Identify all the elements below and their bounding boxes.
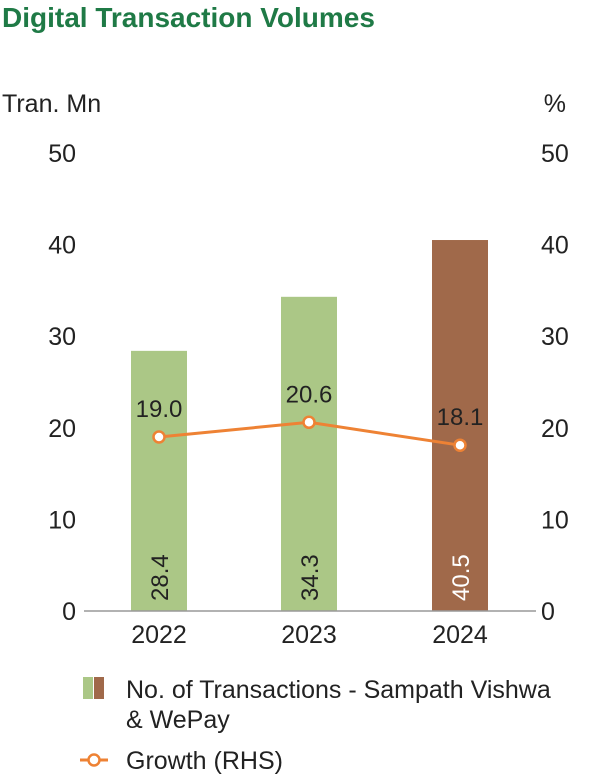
y2-tick-label: 30 xyxy=(541,323,569,351)
bar xyxy=(432,240,488,611)
legend-label-bars-line2: & WePay xyxy=(126,706,230,734)
y2-tick-label: 40 xyxy=(541,232,569,260)
bar-value-label: 40.5 xyxy=(448,554,475,601)
legend-label-growth: Growth (RHS) xyxy=(126,747,283,775)
y2-axis-label: % xyxy=(544,90,566,118)
y2-tick-label: 10 xyxy=(541,506,569,534)
y-tick-label: 50 xyxy=(48,140,76,168)
legend: No. of Transactions - Sampath Vishwa& We… xyxy=(80,676,551,775)
line-series: 19.0 20.6 18.1 xyxy=(136,381,484,452)
legend-swatch-green xyxy=(83,677,93,699)
y-axis-label: Tran. Mn xyxy=(2,90,101,118)
y2-axis-ticks: 0 10 20 30 40 50 xyxy=(541,140,569,626)
growth-value-label: 20.6 xyxy=(286,381,333,408)
y2-tick-label: 50 xyxy=(541,140,569,168)
x-tick-label: 2022 xyxy=(131,621,187,649)
x-tick-label: 2024 xyxy=(432,621,488,649)
y-tick-label: 10 xyxy=(48,506,76,534)
bar-value-label: 28.4 xyxy=(147,554,174,601)
legend-swatch-brown xyxy=(94,677,104,699)
bar-series: 28.4 34.3 40.5 xyxy=(131,240,488,611)
y-tick-label: 0 xyxy=(62,598,76,626)
bar xyxy=(131,350,187,611)
y-tick-label: 40 xyxy=(48,232,76,260)
growth-value-label: 18.1 xyxy=(437,404,484,431)
y2-tick-label: 0 xyxy=(541,598,555,626)
growth-point xyxy=(302,415,316,430)
growth-value-label: 19.0 xyxy=(136,396,183,423)
y-tick-label: 30 xyxy=(48,323,76,351)
y-tick-label: 20 xyxy=(48,415,76,443)
legend-label-bars: No. of Transactions - Sampath Vishwa xyxy=(126,676,551,704)
chart-title: Digital Transaction Volumes xyxy=(2,2,375,33)
x-axis-ticks: 2022 2023 2024 xyxy=(131,621,488,649)
x-tick-label: 2023 xyxy=(281,621,337,649)
y-axis-ticks: 0 10 20 30 40 50 xyxy=(48,140,76,626)
growth-point xyxy=(152,430,166,444)
bar xyxy=(281,296,337,611)
y2-tick-label: 20 xyxy=(541,415,569,443)
bar-value-label: 34.3 xyxy=(297,554,324,601)
legend-marker-growth xyxy=(87,753,101,767)
growth-point xyxy=(453,438,467,452)
